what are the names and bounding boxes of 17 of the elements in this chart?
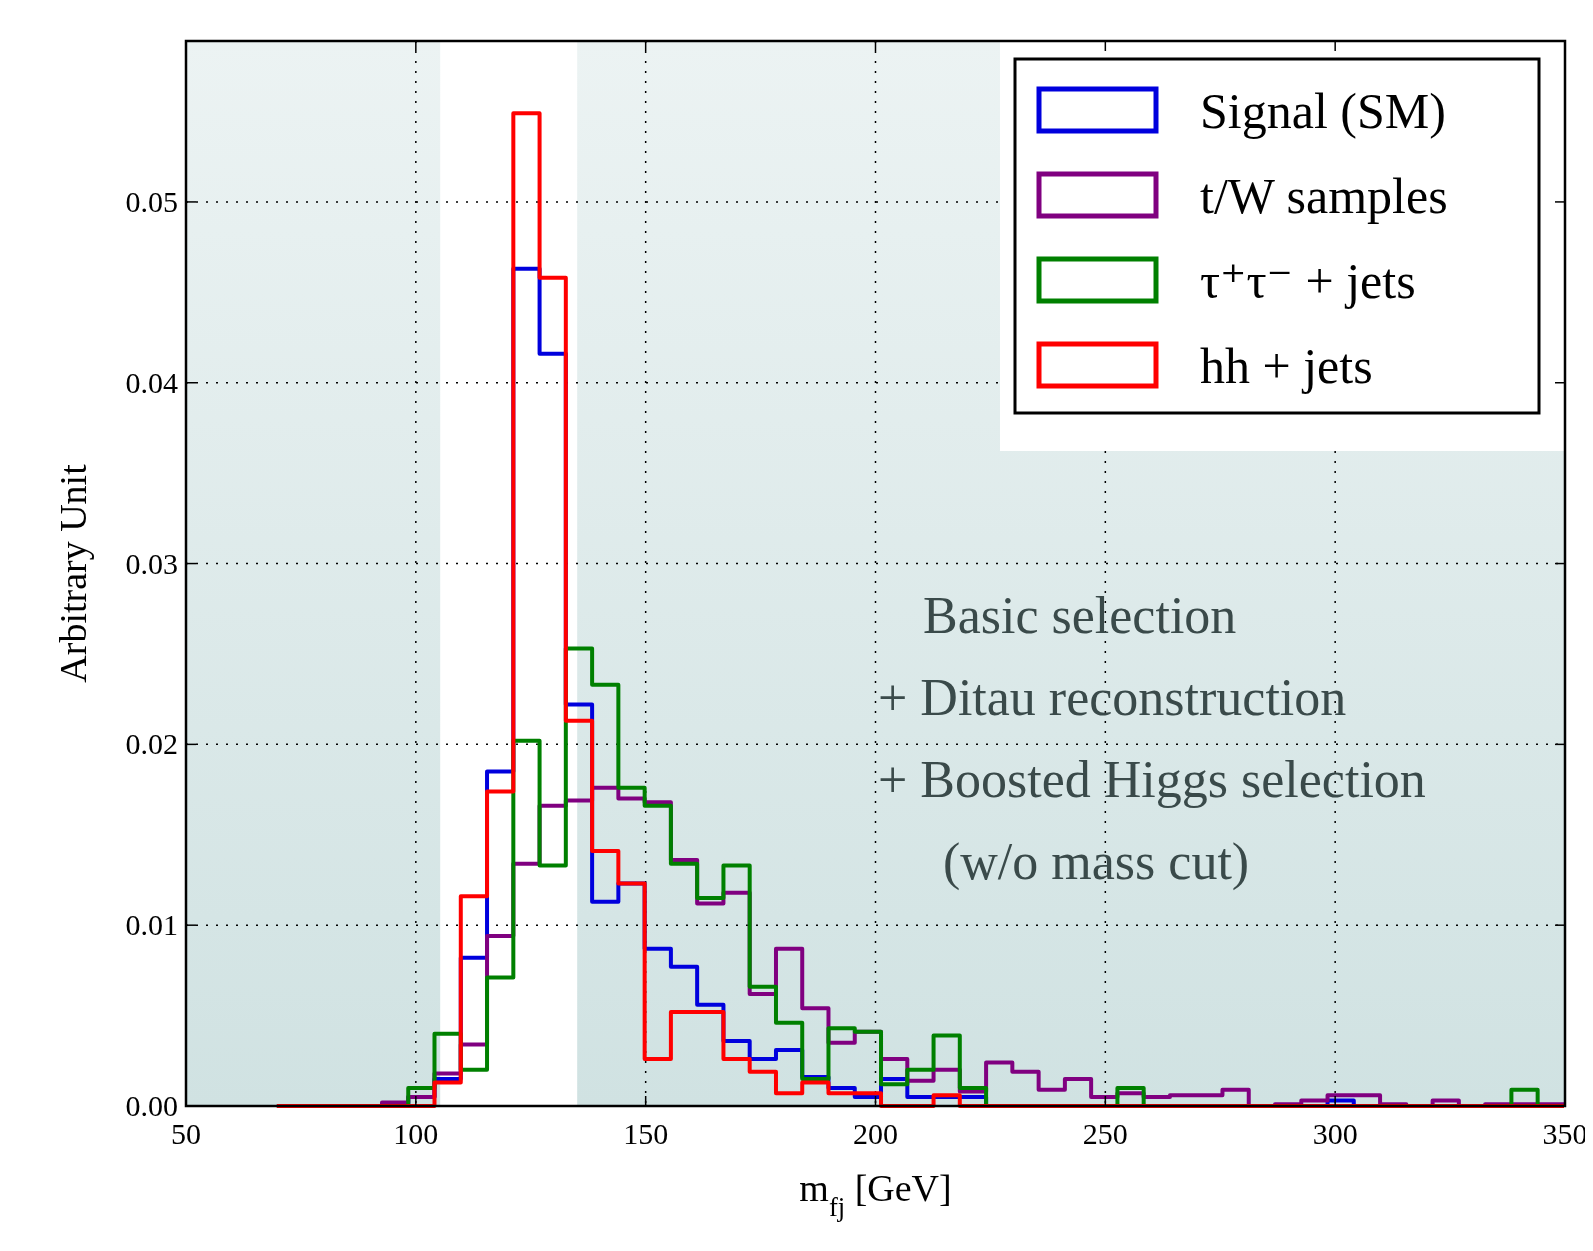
legend-label: τ⁺τ⁻ + jets xyxy=(1200,253,1416,309)
x-axis-title: m$_{fj}$ [GeV] xyxy=(799,1167,952,1222)
x-tick-label: 100 xyxy=(393,1117,439,1150)
y-axis-title: Arbitrary Unit xyxy=(52,463,94,683)
legend-label: Signal (SM) xyxy=(1200,83,1446,139)
y-tick-label: 0.01 xyxy=(125,908,178,942)
x-tick-label: 200 xyxy=(853,1117,898,1150)
x-tick-label: 150 xyxy=(623,1117,669,1150)
x-tick-label: 250 xyxy=(1082,1117,1128,1150)
legend-label: t/W samples xyxy=(1200,168,1448,224)
y-tick-label: 0.04 xyxy=(125,365,178,399)
legend-label: hh + jets xyxy=(1200,338,1373,394)
y-tick-label: 0.03 xyxy=(125,546,178,580)
x-tick-label: 300 xyxy=(1312,1117,1358,1150)
y-tick-label: 0.05 xyxy=(125,184,178,218)
y-tick-label: 0.02 xyxy=(125,727,178,761)
annotation: Basic selection + Ditau reconstruction + Boosted Higgs selection (w/o mass cut) xyxy=(878,587,1426,891)
